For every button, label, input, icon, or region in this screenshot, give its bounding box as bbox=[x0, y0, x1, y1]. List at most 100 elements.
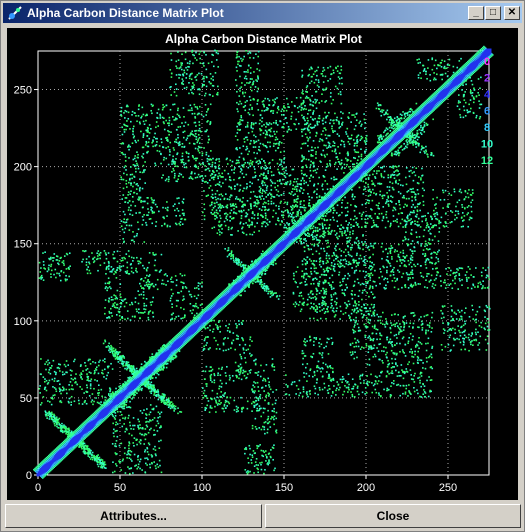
contact-cell bbox=[295, 180, 298, 183]
contact-cell bbox=[435, 203, 437, 205]
contact-cell bbox=[340, 65, 343, 68]
contact-cell bbox=[414, 281, 417, 284]
contact-cell bbox=[426, 244, 428, 247]
contact-cell bbox=[307, 245, 310, 247]
contact-cell bbox=[346, 202, 349, 204]
contact-cell bbox=[251, 454, 254, 457]
contact-cell bbox=[269, 426, 272, 428]
contact-cell bbox=[126, 367, 129, 370]
contact-cell bbox=[125, 404, 127, 406]
contact-cell bbox=[260, 281, 263, 283]
contact-cell bbox=[264, 432, 266, 435]
contact-cell bbox=[145, 297, 148, 300]
contact-cell bbox=[413, 246, 415, 248]
contact-cell bbox=[149, 383, 152, 386]
contact-cell bbox=[132, 365, 135, 368]
contact-cell bbox=[85, 369, 87, 371]
contact-cell bbox=[118, 460, 120, 462]
contact-cell bbox=[269, 388, 272, 391]
contact-cell bbox=[259, 119, 261, 122]
contact-cell bbox=[365, 343, 368, 345]
contact-cell bbox=[154, 283, 157, 286]
contact-cell bbox=[240, 370, 242, 372]
contact-cell bbox=[157, 370, 160, 373]
contact-cell bbox=[267, 129, 270, 131]
contact-cell bbox=[411, 271, 413, 273]
contact-cell bbox=[150, 381, 153, 384]
contact-cell bbox=[96, 461, 99, 464]
maximize-button[interactable]: □ bbox=[485, 6, 501, 20]
title-bar[interactable]: Alpha Carbon Distance Matrix Plot _ □ ✕ bbox=[3, 3, 522, 23]
contact-cell bbox=[137, 390, 140, 392]
contact-cell bbox=[153, 264, 156, 267]
contact-cell bbox=[205, 385, 208, 387]
contact-cell bbox=[48, 369, 51, 371]
contact-cell bbox=[218, 387, 220, 390]
contact-cell bbox=[264, 399, 266, 402]
contact-cell bbox=[309, 100, 312, 102]
contact-cell bbox=[239, 121, 241, 123]
contact-cell bbox=[55, 390, 58, 393]
contact-cell bbox=[419, 272, 422, 274]
contact-cell bbox=[272, 458, 274, 461]
contact-cell bbox=[270, 417, 272, 420]
contact-cell bbox=[327, 230, 329, 233]
contact-cell bbox=[143, 409, 145, 411]
contact-cell bbox=[422, 127, 424, 129]
contact-cell bbox=[177, 210, 180, 212]
contact-cell bbox=[289, 174, 292, 176]
contact-cell bbox=[332, 209, 335, 212]
contact-cell bbox=[140, 366, 143, 368]
contact-cell bbox=[109, 390, 111, 393]
contact-cell bbox=[237, 110, 239, 113]
contact-cell bbox=[338, 227, 341, 230]
contact-cell bbox=[252, 123, 255, 126]
contact-cell bbox=[442, 189, 444, 192]
contact-cell bbox=[147, 279, 149, 281]
contact-cell bbox=[97, 384, 100, 387]
contact-cell bbox=[108, 300, 110, 303]
contact-cell bbox=[247, 265, 250, 267]
contact-cell bbox=[258, 427, 261, 429]
contact-cell bbox=[56, 419, 59, 422]
contact-cell bbox=[172, 205, 175, 207]
contact-cell bbox=[250, 263, 252, 266]
contact-cell bbox=[428, 226, 430, 229]
contact-cell bbox=[118, 385, 120, 388]
contact-cell bbox=[153, 429, 155, 432]
contact-cell bbox=[47, 381, 50, 384]
contact-cell bbox=[237, 122, 239, 125]
contact-cell bbox=[363, 347, 365, 349]
contact-cell bbox=[146, 384, 149, 386]
contact-cell bbox=[52, 415, 55, 418]
contact-cell bbox=[299, 310, 302, 313]
contact-cell bbox=[273, 104, 275, 106]
contact-cell bbox=[364, 202, 367, 205]
contact-cell bbox=[71, 370, 73, 372]
close-window-button[interactable]: ✕ bbox=[504, 6, 520, 20]
contact-cell bbox=[233, 399, 236, 402]
contact-cell bbox=[149, 404, 152, 406]
contact-cell bbox=[268, 421, 271, 423]
minimize-button[interactable]: _ bbox=[468, 6, 484, 20]
contact-cell bbox=[97, 394, 100, 396]
contact-cell bbox=[129, 367, 132, 370]
contact-cell bbox=[58, 363, 60, 365]
contact-cell bbox=[154, 445, 156, 448]
contact-cell bbox=[85, 448, 87, 450]
contact-cell bbox=[365, 326, 368, 329]
contact-cell bbox=[49, 258, 51, 261]
contact-cell bbox=[402, 255, 405, 258]
contact-cell bbox=[451, 221, 453, 223]
contact-cell bbox=[395, 121, 398, 123]
contact-cell bbox=[261, 454, 263, 457]
contact-cell bbox=[337, 214, 340, 217]
contact-cell bbox=[409, 107, 412, 110]
contact-cell bbox=[47, 268, 50, 271]
contact-cell bbox=[147, 442, 150, 444]
contact-cell bbox=[246, 199, 249, 202]
contact-cell bbox=[311, 356, 314, 358]
contact-cell bbox=[245, 376, 248, 379]
contact-cell bbox=[133, 394, 136, 396]
contact-cell bbox=[160, 397, 163, 400]
